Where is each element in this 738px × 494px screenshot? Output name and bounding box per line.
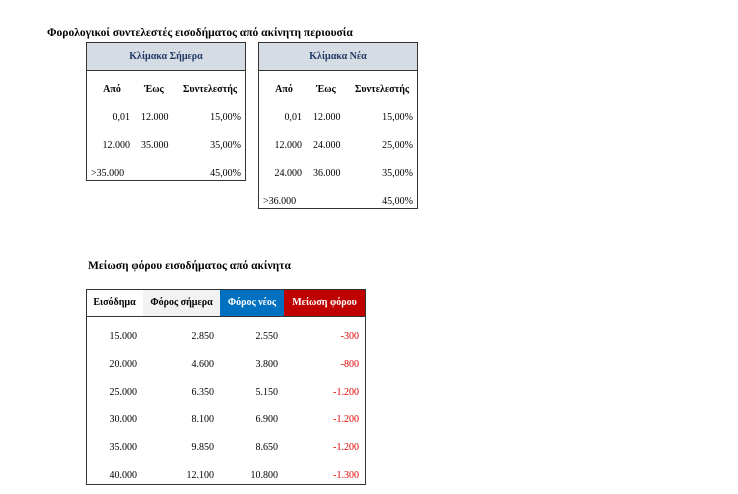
scale-title: Κλίμακα Νέα [309,51,367,62]
from: 24.000 [274,168,303,179]
cell: -1.200 [333,414,359,426]
to: 12.000 [141,112,169,123]
from: 12.000 [274,140,303,151]
header-cell [220,289,284,316]
cell: 15.000 [109,331,138,342]
cell: 8.100 [191,414,215,426]
to: 12.000 [313,112,341,123]
column-header: Φόρος σήμερα [150,297,213,308]
cell: 25.000 [109,386,138,398]
cell: -1.200 [333,442,359,454]
from: 0,01 [284,112,303,123]
title: Φορολογικοί συντελεστές εισοδήματος από … [47,27,353,39]
column-header: Συντελεστής [182,84,238,95]
rate: 45,00% [210,168,241,179]
cell: -800 [340,358,359,370]
reduction-table [86,289,366,485]
rate: 45,00% [382,196,413,207]
rate: 15,00% [210,112,241,123]
cell: 12.100 [186,470,215,481]
cell: 2.850 [191,331,215,342]
cell: 6.900 [255,414,279,426]
cell: 4.600 [191,358,215,370]
cell: 35.000 [109,442,138,454]
column-header: Έως [144,84,164,95]
column-header: Συντελεστής [354,84,410,95]
header-cell [284,289,365,316]
column-header: Εισόδημα [93,297,136,308]
rate: 35,00% [382,168,413,179]
to: 36.000 [313,168,341,179]
cell: 40.000 [109,470,138,481]
cell: 6.350 [191,386,215,398]
cell: 10.800 [250,470,279,481]
rate: 35,00% [210,140,241,151]
rate: 15,00% [382,112,413,123]
from: >36.000 [263,196,297,207]
from: >35.000 [91,168,125,179]
cell: 2.550 [255,331,279,342]
column-header: Από [275,84,293,95]
from: 0,01 [112,112,131,123]
scale-header [86,42,246,71]
header-rule [86,316,366,317]
cell: 9.850 [191,442,215,454]
rate: 25,00% [382,140,413,151]
scale-title: Κλίμακα Σήμερα [129,51,203,62]
cell: 30.000 [109,414,138,426]
column-header: Έως [316,84,336,95]
cell: -1.200 [333,386,359,398]
column-header: Φόρος νέος [227,297,277,308]
scale-header [258,42,418,71]
column-header: Από [103,84,121,95]
cell: 20.000 [109,358,138,370]
cell: 8.650 [255,442,279,454]
reduction-title: Μείωση φόρου εισοδήματος από ακίνητα [88,260,291,272]
from: 12.000 [102,140,131,151]
cell: 5.150 [255,386,279,398]
to: 35.000 [141,140,169,151]
column-header: Μείωση φόρου [292,297,357,308]
cell: 3.800 [255,358,279,370]
to: 24.000 [313,140,341,151]
cell: -1.300 [333,470,359,481]
cell: -300 [340,331,359,342]
header-cell [143,289,220,316]
